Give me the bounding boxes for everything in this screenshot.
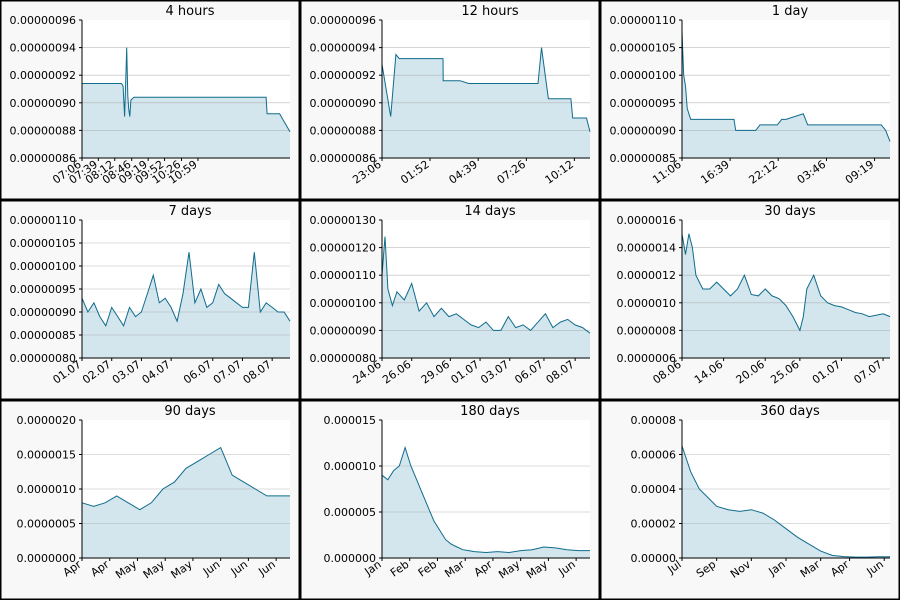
y-tick-label: 0.00000092 — [10, 69, 76, 82]
chart-title: 4 hours — [166, 4, 215, 19]
chart-panel-7: 90 days 0.0000000 0.0000005 0.0000010 0.0000… — [0, 399, 301, 600]
series-area — [682, 445, 890, 558]
y-tick-label: 0.0000015 — [17, 449, 77, 462]
chart-panel-9: 360 days 0.00000 0.00002 0.00004 0.00006 0.00… — [599, 399, 900, 600]
y-tick-label: 0.00000094 — [310, 42, 376, 55]
y-tick-label: 0.00008 — [631, 414, 677, 427]
series-line — [381, 47, 591, 132]
y-tick-label: 0.0000005 — [17, 518, 77, 531]
y-tick-label: 0.00000086 — [310, 152, 376, 165]
y-tick-label: 0.00000088 — [310, 124, 376, 137]
chart-panel-5: 14 days 0.00000080 0.00000090 0.00000100 0.0… — [299, 199, 601, 401]
chart-title: 1 day — [772, 4, 809, 19]
chart-title: 360 days — [760, 404, 820, 419]
y-tick-label: 0.00000100 — [10, 260, 76, 273]
y-tick-label: 0.0000010 — [17, 483, 77, 496]
chart-panel-8: 180 days 0.000000 0.000005 0.000010 0.000015… — [299, 399, 601, 600]
series-line — [681, 233, 891, 332]
y-tick-label: 0.00000090 — [10, 306, 76, 319]
chart-title: 180 days — [460, 404, 520, 419]
y-tick-label: 0.0000006 — [617, 352, 677, 365]
y-tick-label: 0.00000110 — [310, 269, 376, 282]
y-tick-label: 0.00002 — [631, 518, 677, 531]
chart-title: 14 days — [464, 204, 516, 219]
series-area — [682, 233, 890, 358]
series-line — [681, 30, 891, 142]
y-tick-label: 0.00000130 — [310, 214, 376, 227]
chart-title: 90 days — [164, 404, 216, 419]
y-tick-label: 0.000015 — [324, 414, 377, 427]
series-line — [381, 445, 590, 554]
chart-title: 7 days — [168, 204, 211, 219]
series-area — [82, 447, 290, 558]
y-tick-label: 0.0000000 — [17, 552, 77, 565]
y-tick-label: 0.0000016 — [617, 214, 677, 227]
series-line — [81, 252, 291, 327]
series-area — [382, 447, 590, 558]
chart-panel-3: 1 day 0.00000085 0.00000090 0.00000095 0.000… — [599, 0, 900, 201]
series-line — [81, 446, 290, 511]
y-tick-label: 0.00000090 — [10, 97, 76, 110]
series-line — [82, 47, 291, 133]
series-area — [382, 236, 590, 358]
y-tick-label: 0.00000090 — [610, 124, 676, 137]
y-tick-label: 0.00000110 — [10, 214, 76, 227]
y-tick-label: 0.0000010 — [617, 297, 677, 310]
chart-panel-2: 12 hours 0.00000086 0.00000088 0.00000090 0.… — [299, 0, 601, 201]
y-tick-label: 0.00000120 — [310, 242, 376, 255]
y-tick-label: 0.00000080 — [10, 352, 76, 365]
series-area — [682, 31, 890, 158]
series-area — [82, 252, 290, 358]
y-tick-label: 0.00000090 — [310, 97, 376, 110]
y-tick-label: 0.00000095 — [610, 97, 676, 110]
chart-title: 30 days — [764, 204, 816, 219]
y-tick-label: 0.00000094 — [10, 42, 76, 55]
y-tick-label: 0.00000100 — [610, 69, 676, 82]
y-tick-label: 0.000000 — [324, 552, 377, 565]
y-tick-label: 0.00000 — [631, 552, 677, 565]
y-tick-label: 0.00000090 — [310, 324, 376, 337]
y-tick-label: 0.00000110 — [610, 14, 676, 27]
chart-title: 12 hours — [461, 4, 518, 19]
y-tick-label: 0.00000100 — [310, 297, 376, 310]
y-tick-label: 0.0000014 — [617, 242, 677, 255]
y-tick-label: 0.0000020 — [17, 414, 77, 427]
chart-panel-6: 30 days 0.0000006 0.0000008 0.0000010 0.0000… — [599, 199, 900, 401]
y-tick-label: 0.00006 — [631, 449, 677, 462]
y-tick-label: 0.00000085 — [10, 329, 76, 342]
y-tick-label: 0.00000095 — [10, 283, 76, 296]
chart-panel-1: 4 hours 0.00000086 0.00000088 0.00000090 0.0… — [0, 0, 301, 201]
chart-panel-4: 7 days 0.00000080 0.00000085 0.00000090 0.00… — [0, 199, 301, 401]
y-tick-label: 0.00000105 — [10, 237, 76, 250]
series-line — [381, 236, 591, 334]
series-line — [681, 445, 890, 558]
y-tick-label: 0.00000080 — [310, 352, 376, 365]
y-tick-label: 0.00000086 — [10, 152, 76, 165]
y-tick-label: 0.00000096 — [10, 14, 76, 27]
y-tick-label: 0.00004 — [631, 483, 677, 496]
y-tick-label: 0.00000092 — [310, 69, 376, 82]
y-tick-label: 0.00000096 — [310, 14, 376, 27]
y-tick-label: 0.00000088 — [10, 124, 76, 137]
y-tick-label: 0.000005 — [324, 506, 377, 519]
y-tick-label: 0.00000085 — [610, 152, 676, 165]
y-tick-label: 0.00000105 — [610, 42, 676, 55]
y-tick-label: 0.000010 — [324, 460, 377, 473]
y-tick-label: 0.0000008 — [617, 324, 677, 337]
y-tick-label: 0.0000012 — [617, 269, 677, 282]
